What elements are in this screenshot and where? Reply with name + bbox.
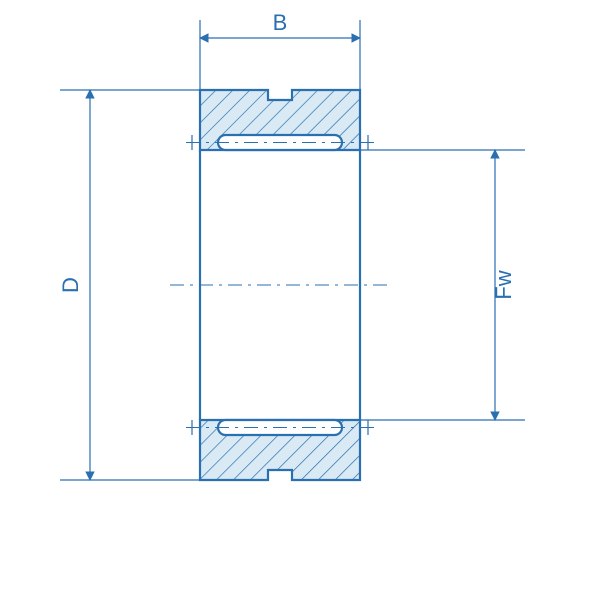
dimension-b: B [200, 10, 360, 90]
bearing-drawing: B D Fw [0, 0, 600, 600]
label-d: D [58, 277, 83, 293]
label-fw: Fw [491, 270, 516, 299]
label-b: B [273, 10, 288, 35]
